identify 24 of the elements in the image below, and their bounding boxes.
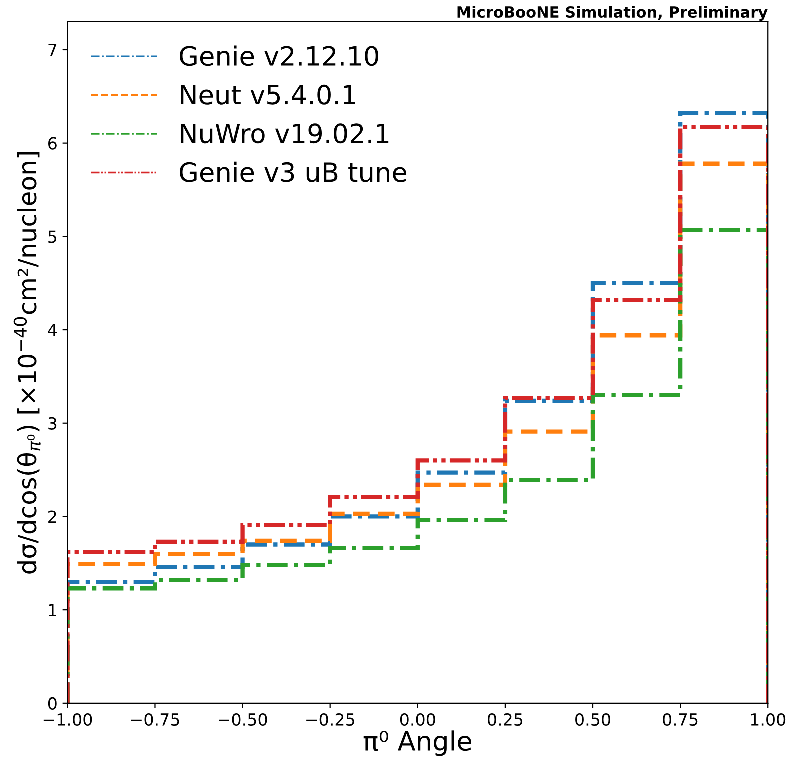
y-tick-label: 6 bbox=[48, 137, 57, 150]
legend-label: NuWro v19.02.1 bbox=[181, 124, 389, 144]
x-tick-label: 0.25 bbox=[488, 713, 523, 726]
y-tick-label: 5 bbox=[48, 230, 57, 244]
x-tick-label: −0.25 bbox=[306, 713, 354, 726]
x-axis-title: π⁰ Angle bbox=[364, 730, 472, 756]
x-tick-label: 0.50 bbox=[576, 713, 610, 726]
y-tick-label: 4 bbox=[48, 324, 58, 336]
y-axis-title: dσ/dcos(θ$_{π⁰}$) [×10$^{−40}$cm²/nucleon] bbox=[14, 152, 41, 574]
x-tick-label: −0.50 bbox=[219, 713, 268, 726]
x-tick-label: −0.75 bbox=[131, 713, 180, 726]
legend-label: Genie v3 uB tune bbox=[180, 162, 407, 182]
legend-label: Neut v5.4.0.1 bbox=[181, 84, 356, 105]
legend-label: Genie v2.12.10 bbox=[180, 46, 378, 66]
y-tick-label: 7 bbox=[48, 44, 57, 56]
y-tick-label: 2 bbox=[48, 510, 56, 524]
x-tick-label: 0.75 bbox=[663, 713, 698, 726]
y-tick-label: 0 bbox=[48, 697, 57, 710]
x-tick-label: −1.00 bbox=[44, 713, 92, 726]
y-tick-label: 3 bbox=[48, 417, 57, 430]
x-tick-label: 1.00 bbox=[751, 713, 786, 726]
y-tick-label: 1 bbox=[49, 604, 56, 616]
x-tick-label: 0.00 bbox=[400, 713, 436, 726]
chart-title: MicroBooNE Simulation, Preliminary bbox=[458, 6, 768, 22]
